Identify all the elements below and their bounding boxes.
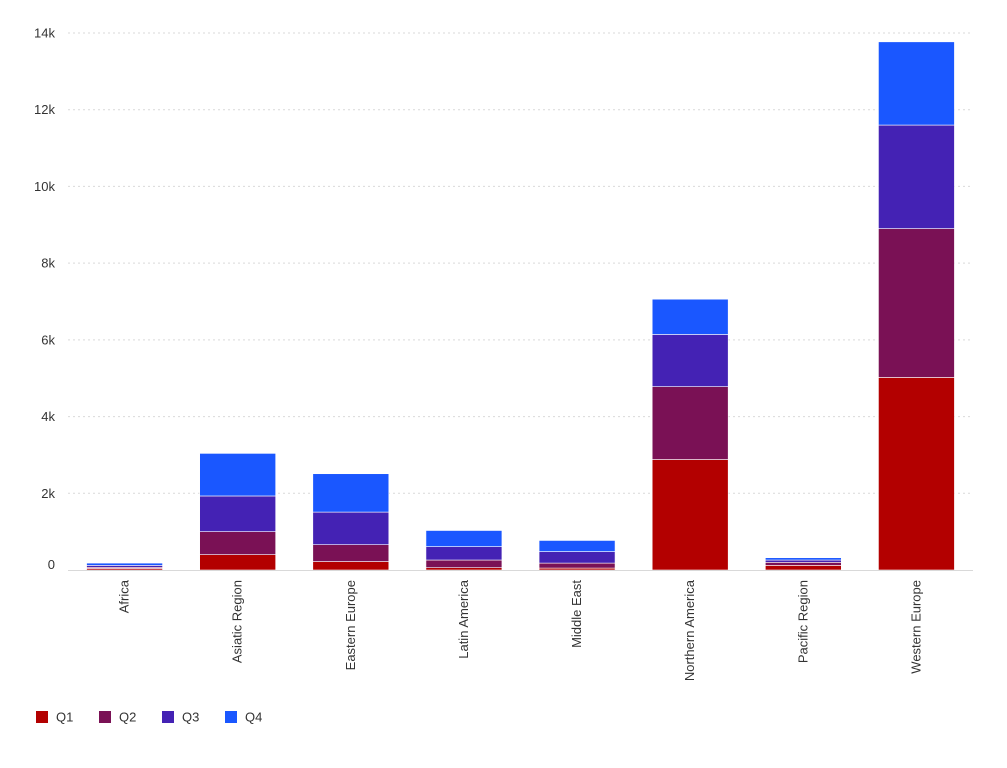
bar-segment-q2-western-europe[interactable]: [878, 228, 955, 378]
x-tick-label: Africa: [117, 579, 132, 613]
bar-segment-q3-pacific-region[interactable]: [765, 559, 842, 563]
y-tick-label: 10k: [34, 179, 55, 194]
y-tick-label: 12k: [34, 102, 55, 117]
bar-segment-q2-northern-america[interactable]: [651, 386, 729, 460]
bar-segment-q4-eastern-europe[interactable]: [312, 473, 390, 513]
bar-segment-q4-pacific-region[interactable]: [765, 557, 842, 561]
legend-label-q1[interactable]: Q1: [56, 710, 73, 725]
bar-segment-q2-eastern-europe[interactable]: [312, 544, 390, 562]
legend-label-q3[interactable]: Q3: [182, 710, 199, 725]
bar-segment-q4-africa[interactable]: [86, 562, 163, 566]
gridlines: [68, 32, 973, 494]
bar-segment-q3-northern-america[interactable]: [651, 334, 729, 387]
bar-segment-q4-western-europe[interactable]: [878, 41, 955, 126]
x-tick-label: Northern America: [682, 579, 697, 681]
y-tick-label: 6k: [41, 332, 55, 347]
x-tick-label: Pacific Region: [795, 580, 810, 663]
bar-segment-q4-asiatic-region[interactable]: [199, 453, 276, 497]
x-tick-label: Eastern Europe: [343, 580, 358, 670]
bar-segment-q4-middle-east[interactable]: [538, 540, 616, 552]
bars: [86, 41, 955, 571]
bar-segment-q3-eastern-europe[interactable]: [312, 511, 390, 545]
bar-segment-q1-eastern-europe[interactable]: [312, 561, 390, 571]
legend: Q1 Q2 Q3 Q4: [36, 710, 262, 725]
bar-segment-q2-asiatic-region[interactable]: [199, 531, 276, 555]
y-axis: 0 2k 4k 6k 8k 10k 12k 14k: [34, 26, 55, 573]
bar-segment-q2-middle-east[interactable]: [538, 562, 616, 569]
bar-segment-q3-middle-east[interactable]: [538, 551, 616, 564]
x-tick-label: Middle East: [569, 580, 584, 648]
y-tick-label: 14k: [34, 26, 55, 41]
bar-segment-q4-latin-america[interactable]: [425, 530, 503, 547]
legend-label-q2[interactable]: Q2: [119, 710, 136, 725]
y-tick-label: 8k: [41, 256, 55, 271]
legend-swatch-q2[interactable]: [99, 711, 111, 723]
x-tick-label: Latin America: [456, 579, 471, 659]
legend-label-q4[interactable]: Q4: [245, 710, 262, 725]
bar-segment-q4-northern-america[interactable]: [651, 298, 729, 335]
legend-swatch-q1[interactable]: [36, 711, 48, 723]
legend-swatch-q4[interactable]: [225, 711, 237, 723]
y-tick-label: 0: [48, 557, 55, 572]
bar-segment-q1-pacific-region[interactable]: [765, 565, 842, 571]
bar-segment-q1-latin-america[interactable]: [425, 567, 503, 571]
x-tick-label: Western Europe: [908, 580, 923, 674]
bar-segment-q1-northern-america[interactable]: [651, 459, 729, 571]
bar-segment-q1-asiatic-region[interactable]: [199, 554, 276, 571]
x-tick-label: Asiatic Region: [230, 580, 245, 663]
bar-segment-q3-latin-america[interactable]: [425, 546, 503, 561]
x-axis: Africa Asiatic Region Eastern Europe Latin …: [68, 570, 973, 681]
legend-swatch-q3[interactable]: [162, 711, 174, 723]
y-tick-label: 4k: [41, 409, 55, 424]
y-tick-label: 2k: [41, 486, 55, 501]
bar-segment-q3-western-europe[interactable]: [878, 124, 955, 229]
bar-segment-q2-latin-america[interactable]: [425, 559, 503, 568]
bar-segment-q3-asiatic-region[interactable]: [199, 495, 276, 532]
bar-segment-q1-western-europe[interactable]: [878, 377, 955, 571]
bar-segment-q2-pacific-region[interactable]: [765, 562, 842, 566]
